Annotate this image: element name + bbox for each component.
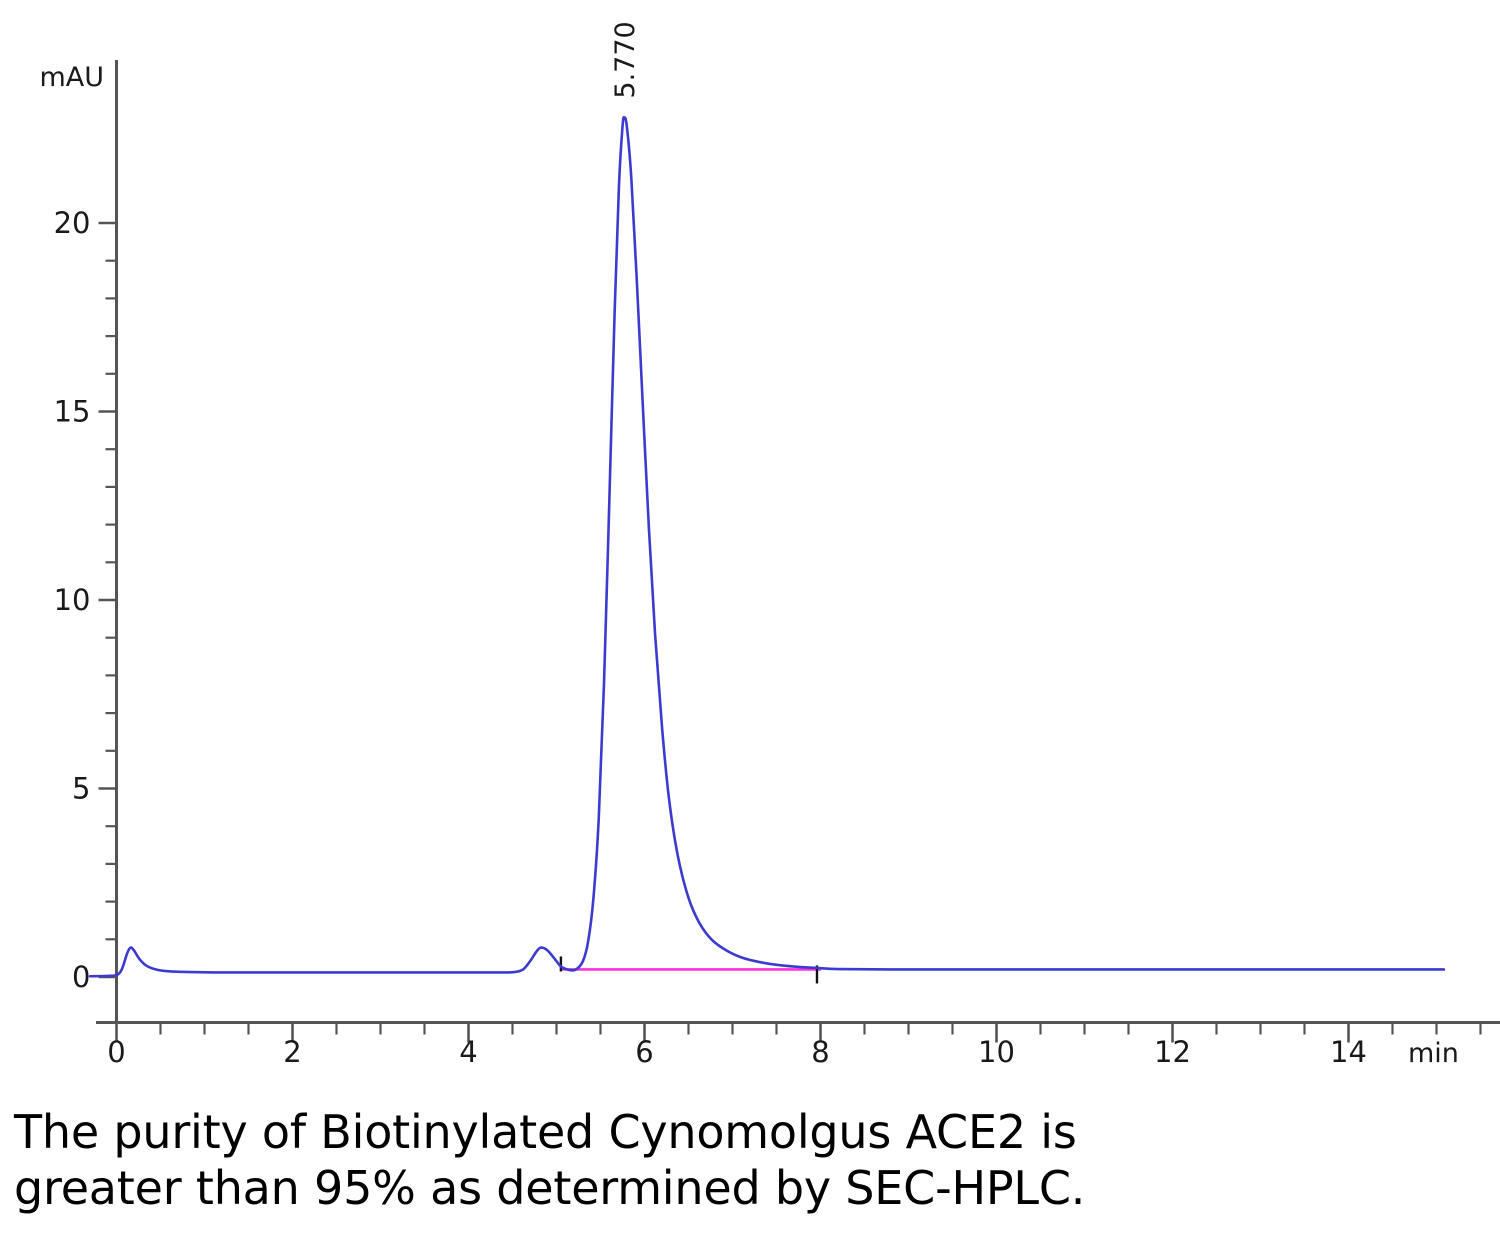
x-axis-tick-label: 4	[459, 1035, 477, 1069]
x-axis-tick-label: 0	[107, 1035, 125, 1069]
x-axis-tick-labels: 0 2 4 6 8 10 12 14	[107, 1035, 1367, 1069]
x-axis-unit-label: min	[1408, 1038, 1459, 1069]
chromatogram-plot: 0 5 10 15 20 0 2 4 6 8 10 12 14 mAU min 5.770	[39, 21, 1500, 1069]
chromatogram-svg: 0 5 10 15 20 0 2 4 6 8 10 12 14 mAU min 5.770	[39, 21, 1500, 1069]
x-axis-tick-label: 10	[978, 1035, 1015, 1069]
peak-label-group: 5.770	[610, 21, 641, 98]
peak-retention-time-label: 5.770	[610, 21, 641, 98]
y-axis-tick-label: 0	[72, 960, 90, 994]
y-axis-tick-label: 15	[54, 395, 91, 429]
y-axis-tick-labels: 0 5 10 15 20	[54, 206, 91, 994]
x-axis-tick-label: 8	[811, 1035, 829, 1069]
y-axis-unit-label: mAU	[39, 62, 104, 93]
x-axis-ticks	[115, 1022, 1482, 1043]
y-axis-ticks	[98, 221, 117, 979]
x-axis-tick-label: 12	[1154, 1035, 1191, 1069]
y-axis-tick-label: 5	[72, 772, 90, 806]
chromatogram-trace	[88, 116, 1446, 978]
y-axis-tick-label: 10	[54, 583, 91, 617]
x-axis-tick-label: 2	[283, 1035, 301, 1069]
figure-caption: The purity of Biotinylated Cynomolgus AC…	[14, 1105, 1086, 1216]
x-axis-tick-label: 6	[635, 1035, 653, 1069]
y-axis-tick-label: 20	[54, 206, 91, 240]
x-axis-tick-label: 14	[1330, 1035, 1367, 1069]
